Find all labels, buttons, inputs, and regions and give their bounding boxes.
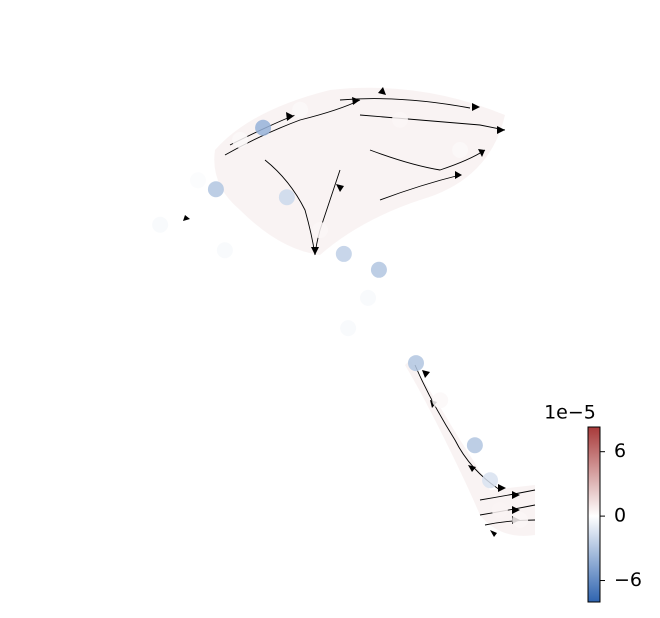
points: [152, 101, 529, 528]
point: [407, 355, 424, 372]
colorbar: [587, 426, 601, 603]
point: [452, 142, 469, 159]
point: [482, 472, 499, 489]
point: [278, 189, 295, 206]
point: [340, 320, 357, 337]
colorbar-tick-label: 0: [614, 505, 626, 527]
point: [466, 437, 483, 454]
point: [312, 222, 329, 239]
point: [335, 245, 352, 262]
point: [391, 111, 408, 128]
colorbar-offset-label: 1e−5: [544, 402, 596, 424]
point: [207, 181, 224, 198]
point: [189, 172, 206, 189]
point: [512, 511, 529, 528]
point: [432, 392, 449, 409]
colorbar-tick-label: 6: [614, 440, 626, 462]
point: [292, 101, 309, 118]
colorbar-tick-label: −6: [614, 569, 642, 591]
point: [216, 242, 233, 259]
point: [232, 131, 249, 148]
point: [255, 119, 272, 136]
point: [360, 289, 377, 306]
embedding-region: [214, 87, 535, 536]
point: [370, 261, 387, 278]
point: [152, 216, 169, 233]
point: [491, 501, 508, 518]
